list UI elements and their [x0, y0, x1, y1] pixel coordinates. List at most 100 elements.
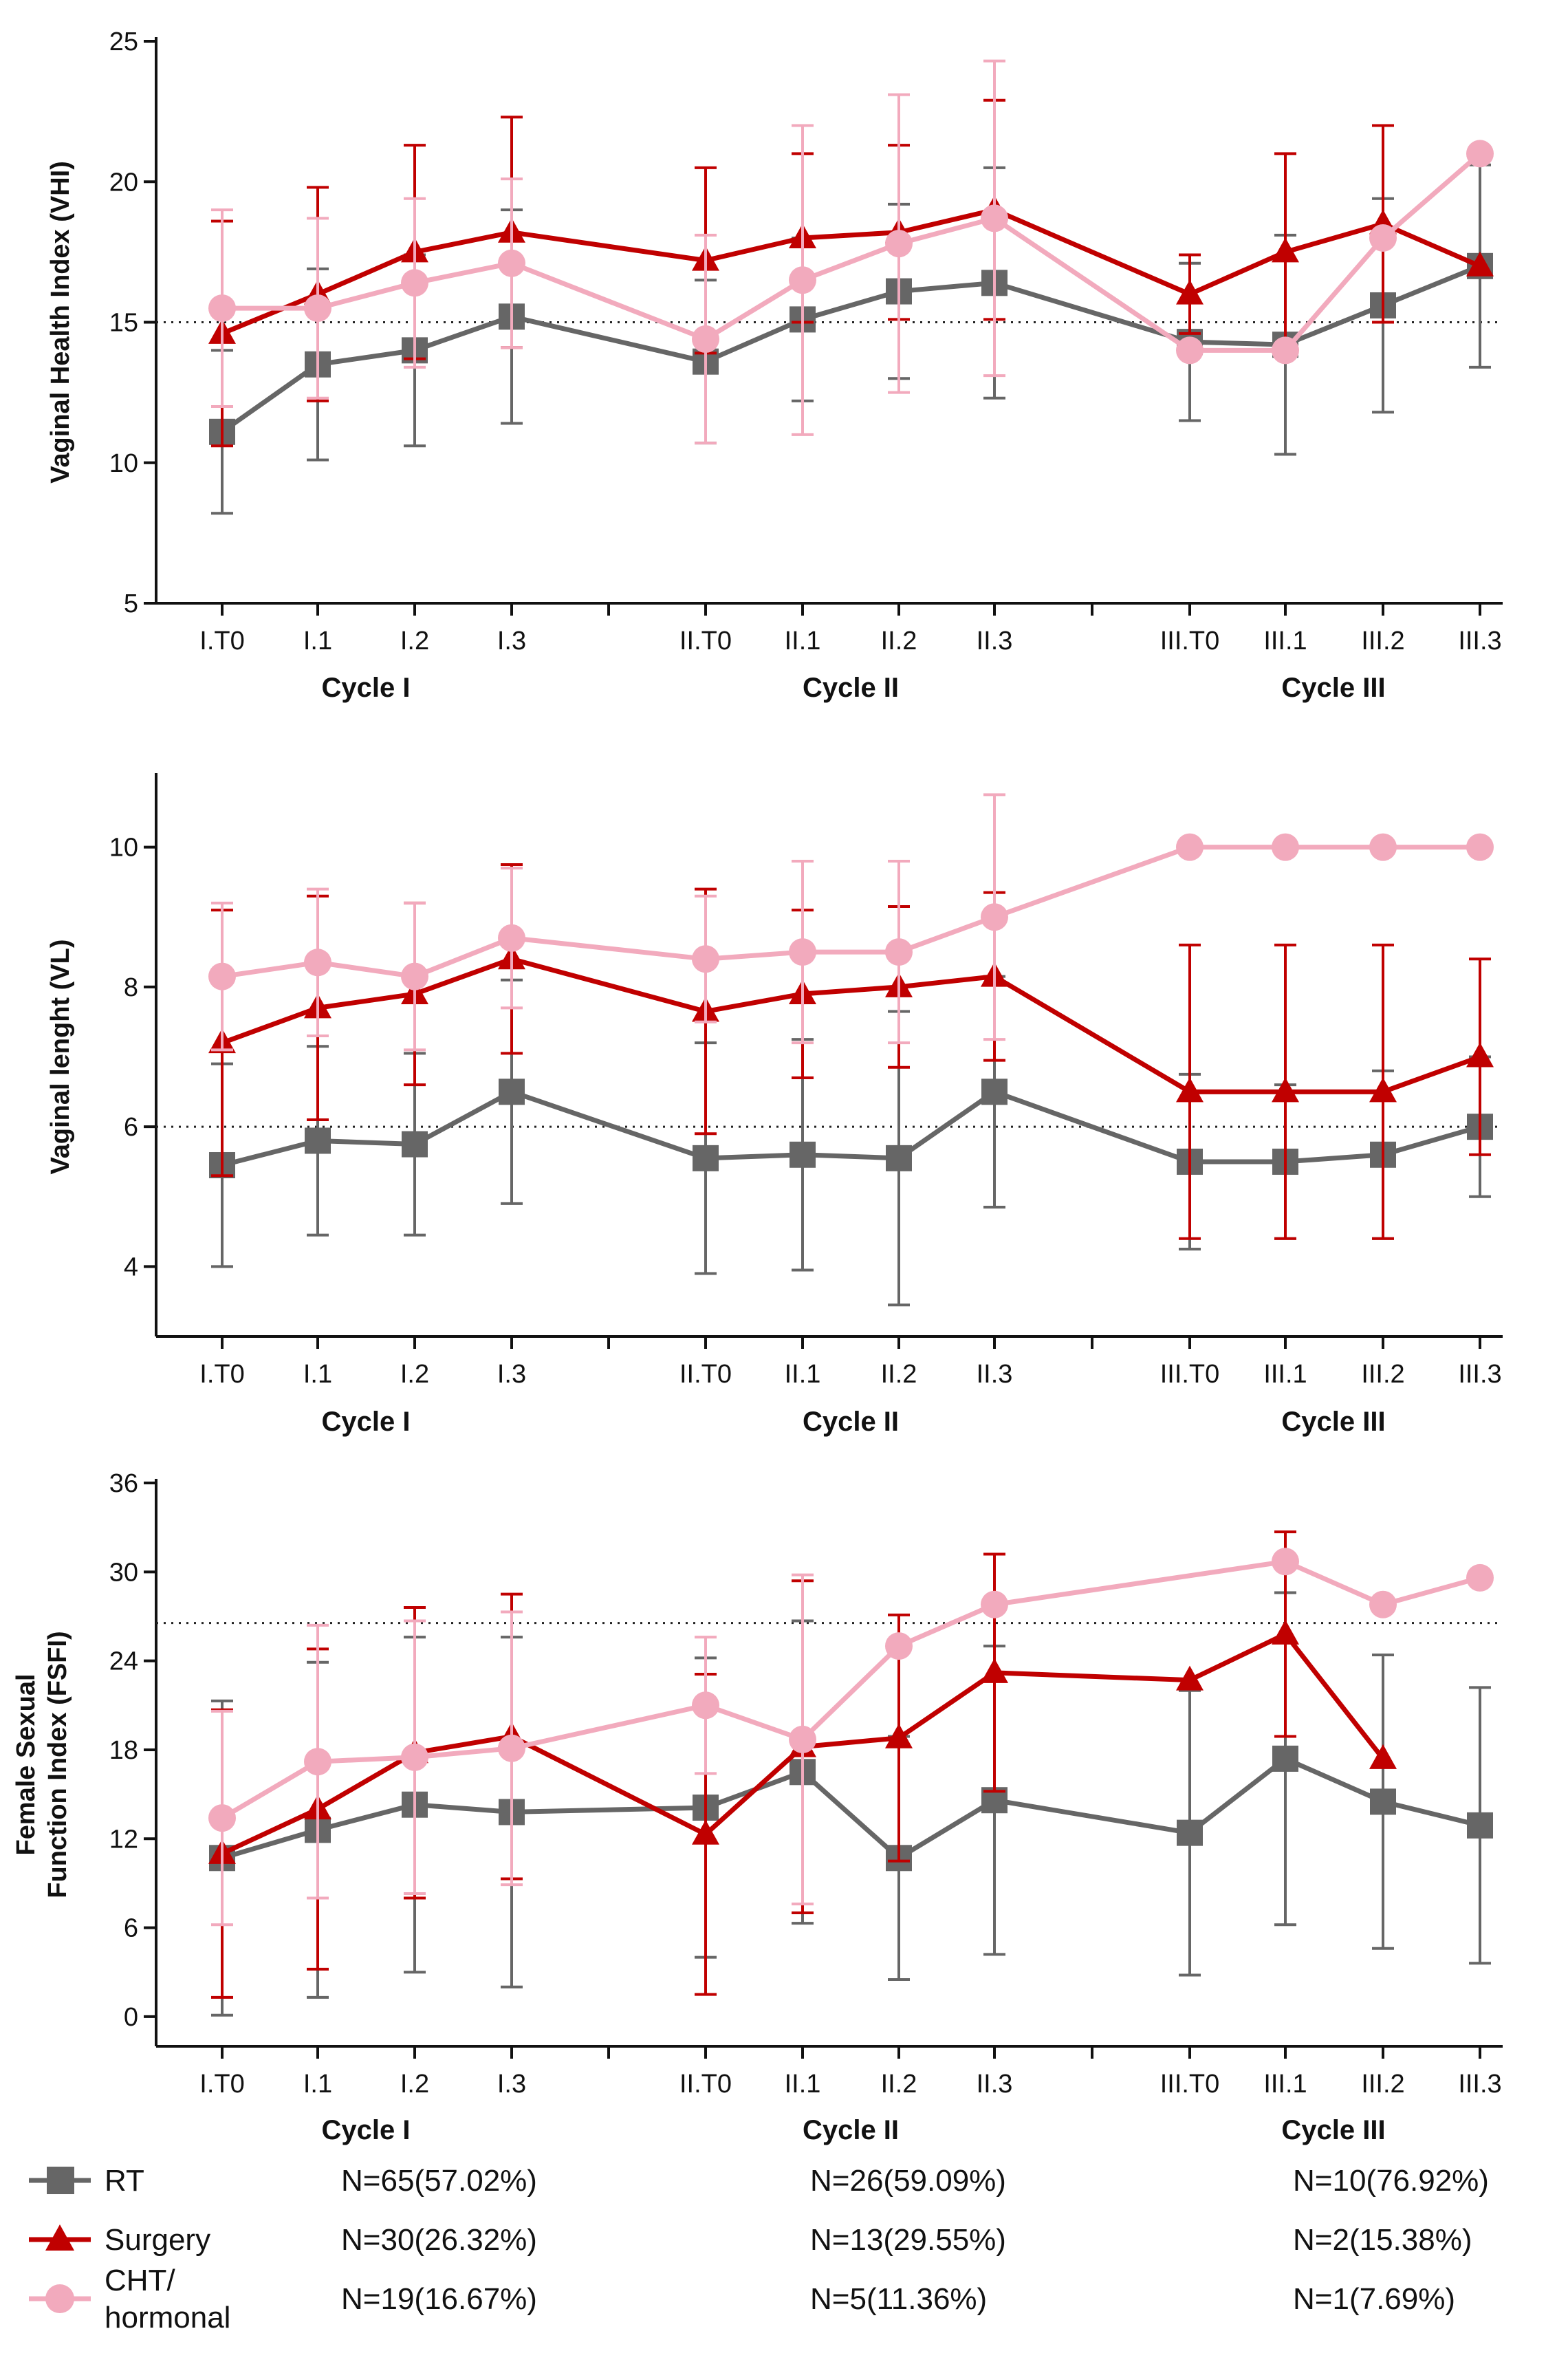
data-point [1466, 833, 1494, 861]
data-point [1177, 1819, 1203, 1846]
x-tick-label: I.2 [400, 2070, 429, 2099]
legend-count: N=5(11.36%) [810, 2282, 987, 2316]
x-tick-label: II.3 [977, 1360, 1013, 1389]
x-tick-label: II.3 [977, 627, 1013, 655]
x-tick-label: I.T0 [199, 1360, 244, 1389]
data-point [1176, 833, 1204, 861]
x-tick-label: I.3 [497, 2070, 526, 2099]
series-line [221, 956, 1481, 1094]
data-point [789, 938, 816, 966]
y-tick-label: 10 [109, 834, 138, 863]
data-point [401, 962, 428, 990]
x-tick-label: III.1 [1263, 1360, 1307, 1389]
data-point [401, 1743, 428, 1771]
series-line [221, 207, 1481, 336]
data-point [498, 249, 525, 277]
y-tick-label: 6 [124, 1113, 138, 1142]
data-point [1272, 833, 1299, 861]
data-point [1369, 224, 1397, 252]
x-tick-label: II.2 [881, 627, 917, 655]
data-point [208, 962, 236, 990]
x-tick-label: II.1 [785, 2070, 821, 2099]
x-tick-label: II.2 [881, 2070, 917, 2099]
legend-count: N=30(26.32%) [341, 2223, 537, 2257]
x-tick-label: II.1 [785, 627, 821, 655]
legend-item-rt: RT N=65(57.02%) N=26(59.09%) N=10(76.92%) [29, 2164, 1489, 2198]
series-line [222, 151, 1482, 353]
series-cht-hormonal [208, 793, 1494, 1052]
data-point [208, 1804, 236, 1832]
legend-count: N=2(15.38%) [1293, 2223, 1472, 2257]
series-rt [209, 975, 1493, 1307]
data-point [886, 1145, 912, 1171]
x-tick-label: II.1 [785, 1360, 821, 1389]
cycle-label: Cycle III [1281, 1407, 1385, 1437]
x-tick-label: II.T0 [679, 627, 732, 655]
cycle-label: Cycle III [1281, 2115, 1385, 2145]
data-point [1272, 237, 1299, 263]
data-point [498, 924, 525, 952]
x-tick-label: III.T0 [1160, 627, 1220, 655]
legend-label: Surgery [105, 2223, 210, 2257]
x-tick-label: I.2 [400, 1360, 429, 1389]
data-point [692, 325, 719, 354]
y-tick-label: 10 [109, 449, 138, 478]
legend-count: N=1(7.69%) [1293, 2282, 1455, 2316]
y-tick-label: 15 [109, 309, 138, 338]
y-tick-label: 5 [124, 589, 138, 618]
cycle-label: Cycle II [803, 2115, 899, 2145]
data-point [789, 1725, 816, 1753]
series-line [221, 845, 1480, 979]
data-point [1272, 1548, 1299, 1576]
y-tick-label: 20 [109, 168, 138, 197]
cycle-label: Cycle I [322, 673, 411, 703]
x-tick-label: I.1 [303, 627, 332, 655]
cycle-label: Cycle I [322, 2115, 411, 2145]
x-tick-label: II.3 [977, 2070, 1013, 2099]
y-axis-title: Vaginal lenght (VL) [46, 939, 75, 1174]
cycle-label: Cycle III [1281, 673, 1385, 703]
series-surgery [208, 863, 1494, 1240]
x-tick-label: III.2 [1361, 1360, 1404, 1389]
cycle-label: Cycle II [803, 1407, 899, 1437]
y-axis-title: Female Sexual Function Index (FSFI) [12, 1631, 72, 1898]
y-tick-label: 24 [109, 1647, 138, 1676]
series-line [221, 1756, 1481, 1861]
series-rt [209, 163, 1493, 515]
legend-count: N=65(57.02%) [341, 2164, 537, 2198]
legend-count: N=10(76.92%) [1293, 2164, 1489, 2198]
x-tick-label: III.1 [1263, 2070, 1307, 2099]
x-tick-label: I.2 [400, 627, 429, 655]
chart-panel-1: 5 10 15 20 25 I.T0 I.1 I.2 I.3 II.T0 II.1 II.2 II.3 I… [46, 28, 1503, 703]
data-point [208, 294, 236, 323]
data-point [1369, 1077, 1397, 1103]
data-point [1176, 279, 1204, 305]
data-point [1272, 336, 1299, 365]
x-tick-label: III.T0 [1160, 2070, 1220, 2099]
legend-label: RT [105, 2164, 144, 2198]
y-tick-label: 4 [124, 1253, 138, 1281]
data-point [305, 1127, 331, 1154]
data-point [498, 1734, 525, 1762]
data-point [981, 1658, 1008, 1683]
x-tick-label: III.2 [1361, 2070, 1404, 2099]
y-tick-label: 6 [124, 1914, 138, 1943]
data-point [402, 1131, 428, 1158]
y-tick-label: 12 [109, 1825, 138, 1854]
x-tick-label: II.2 [881, 1360, 917, 1389]
x-tick-label: I.1 [303, 2070, 332, 2099]
data-point [499, 1079, 525, 1105]
data-point [692, 1691, 719, 1720]
data-point [1467, 1812, 1493, 1839]
data-point [981, 1590, 1008, 1618]
data-point [1176, 1665, 1204, 1691]
series-cht-hormonal [208, 1548, 1494, 1927]
x-tick-label: I.1 [303, 1360, 332, 1389]
chart-panel-2: 4 6 8 10 I.T0 I.1 I.2 I.3 II.T0 II.1 II.2 II.3 III.T… [46, 773, 1503, 1437]
legend-item-surgery: Surgery N=30(26.32%) N=13(29.55%) N=2(15.38… [29, 2223, 1472, 2257]
data-point [1176, 336, 1204, 365]
legend-count: N=19(16.67%) [341, 2282, 537, 2316]
data-point [1466, 1042, 1494, 1068]
data-point [1176, 1077, 1204, 1103]
